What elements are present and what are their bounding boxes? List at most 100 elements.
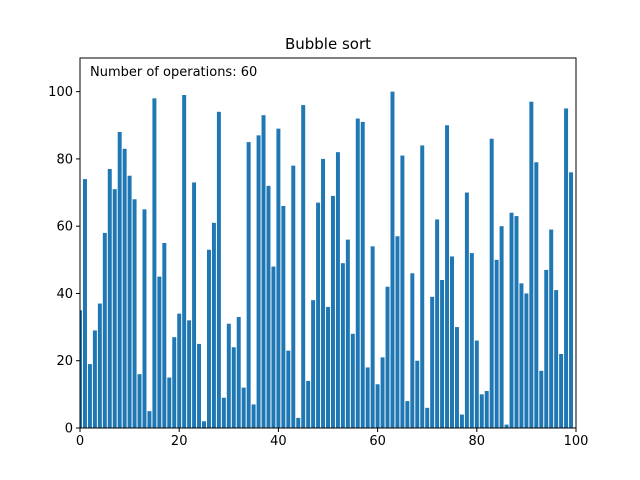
bar <box>464 192 469 428</box>
bar <box>529 101 534 428</box>
bar <box>479 394 484 428</box>
bar <box>152 98 157 429</box>
bar <box>469 253 474 428</box>
bar <box>380 357 385 428</box>
y-tick-label: 100 <box>48 85 73 100</box>
bar <box>127 175 132 428</box>
bar <box>405 401 410 428</box>
x-tick-label: 0 <box>76 434 84 449</box>
bar <box>276 128 281 428</box>
y-axis: 0 20 40 60 80 100 <box>48 85 80 437</box>
y-tick-label: 40 <box>56 287 73 302</box>
bar <box>182 95 187 428</box>
bar <box>216 111 221 428</box>
bar <box>296 417 301 428</box>
bar <box>177 313 182 428</box>
bar <box>80 310 82 428</box>
bar <box>430 296 435 428</box>
bar <box>301 105 306 428</box>
bar <box>459 414 464 428</box>
bar <box>370 246 375 428</box>
x-axis: 0 20 40 60 80 100 <box>76 428 589 449</box>
bar <box>390 91 395 428</box>
bar <box>117 132 122 428</box>
bar <box>202 421 206 428</box>
bar <box>87 364 92 428</box>
bar <box>192 182 197 428</box>
bar <box>157 276 162 428</box>
bar <box>330 195 335 428</box>
bar <box>266 185 271 428</box>
bar <box>350 333 355 428</box>
bar <box>281 206 286 428</box>
bar <box>231 347 236 428</box>
y-tick-label: 60 <box>56 220 73 235</box>
bar <box>544 269 549 428</box>
bar <box>345 239 350 428</box>
bar <box>549 229 554 428</box>
bar <box>162 243 167 428</box>
bar <box>484 391 489 428</box>
bar <box>539 370 544 428</box>
bar <box>132 199 137 428</box>
x-tick-label: 40 <box>270 434 287 449</box>
y-tick-label: 80 <box>56 152 73 167</box>
bar <box>82 179 87 428</box>
bar <box>494 259 499 428</box>
bar <box>221 397 226 428</box>
bar <box>206 249 211 428</box>
y-tick-label: 0 <box>65 422 73 437</box>
x-tick-label: 60 <box>369 434 386 449</box>
bar <box>306 380 311 428</box>
bar <box>261 115 266 429</box>
bar <box>400 155 405 429</box>
bar <box>291 165 296 428</box>
bar <box>435 219 440 428</box>
bar <box>316 202 321 428</box>
bar <box>211 222 216 428</box>
operations-counter: Number of operations: 60 <box>90 65 257 80</box>
bar <box>420 145 425 428</box>
bar <box>569 172 574 428</box>
bar <box>355 118 360 429</box>
bar <box>251 404 256 428</box>
bar <box>559 354 564 428</box>
bar <box>360 121 365 428</box>
bar <box>256 135 261 429</box>
bar <box>365 367 370 428</box>
bar <box>564 108 569 428</box>
x-tick-label: 80 <box>469 434 486 449</box>
x-tick-label: 20 <box>171 434 188 449</box>
chart-title: Bubble sort <box>285 35 371 53</box>
bar <box>425 407 430 428</box>
bar <box>112 189 117 428</box>
bar <box>534 162 539 428</box>
bar <box>236 317 241 428</box>
bar <box>147 411 152 428</box>
bar <box>554 290 559 428</box>
bar <box>415 360 420 428</box>
bar <box>271 266 276 428</box>
x-tick-label: 100 <box>564 434 589 449</box>
bar <box>385 286 390 428</box>
bar <box>514 216 519 428</box>
bar <box>326 306 330 428</box>
bar <box>197 343 202 428</box>
bar <box>489 138 494 429</box>
bar <box>321 158 326 428</box>
bar <box>92 330 97 428</box>
bar <box>122 148 127 428</box>
bar <box>311 300 316 428</box>
bar <box>499 226 504 428</box>
bar <box>410 273 415 428</box>
y-tick-label: 20 <box>56 354 73 369</box>
bar <box>509 212 514 428</box>
bar <box>97 303 102 428</box>
bar <box>519 283 524 428</box>
bar <box>167 377 172 428</box>
bar <box>450 256 454 428</box>
bar <box>445 125 450 429</box>
bar <box>395 236 400 428</box>
bar <box>226 323 231 428</box>
